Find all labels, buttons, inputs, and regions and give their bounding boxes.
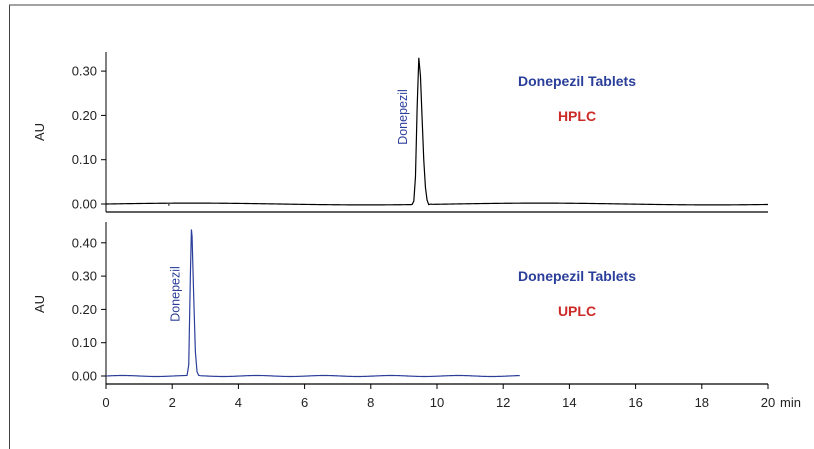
x-tick-label: 4 [235, 395, 242, 410]
top-y-axis-label: AU [32, 123, 47, 141]
x-tick-label: 6 [301, 395, 308, 410]
x-tick-label: 20 [761, 395, 775, 410]
x-tick-label: 18 [695, 395, 709, 410]
peak-label-donepezil: Donepezil [168, 266, 182, 322]
x-tick-label: 10 [430, 395, 444, 410]
top-title: Donepezil Tablets [518, 73, 636, 89]
y-tick-label: 0.20 [72, 108, 97, 123]
x-tick-label: 12 [496, 395, 510, 410]
top-panel-hplc: AU Donepezil Tablets HPLC 0.00 0.10 0.20 0.… [32, 52, 769, 213]
bottom-y-axis-label: AU [32, 295, 47, 313]
y-tick-label: 0.10 [72, 152, 97, 167]
peak-label-donepezil: Donepezil [396, 89, 410, 145]
bottom-subtitle: UPLC [558, 303, 596, 319]
y-tick-label: 0.30 [72, 269, 97, 284]
y-tick-label: 0.40 [72, 235, 97, 250]
y-tick-label: 0.00 [72, 369, 97, 384]
x-unit-label: min [780, 395, 801, 410]
x-tick-label: 8 [367, 395, 374, 410]
bottom-panel-uplc: AU Donepezil Tablets UPLC 0.00 0.10 0.20 0.… [32, 222, 801, 410]
x-tick-label: 16 [628, 395, 642, 410]
bottom-title: Donepezil Tablets [518, 268, 636, 284]
top-subtitle: HPLC [558, 108, 596, 124]
y-tick-label: 0.30 [72, 64, 97, 79]
chromatogram-trace [105, 57, 769, 206]
x-tick-label: 14 [562, 395, 576, 410]
y-tick-label: 0.20 [72, 302, 97, 317]
y-tick-label: 0.10 [72, 335, 97, 350]
x-tick-label: 2 [169, 395, 176, 410]
x-tick-label: 0 [102, 395, 109, 410]
y-tick-label: 0.00 [72, 197, 97, 212]
chromatogram-trace [105, 229, 520, 378]
